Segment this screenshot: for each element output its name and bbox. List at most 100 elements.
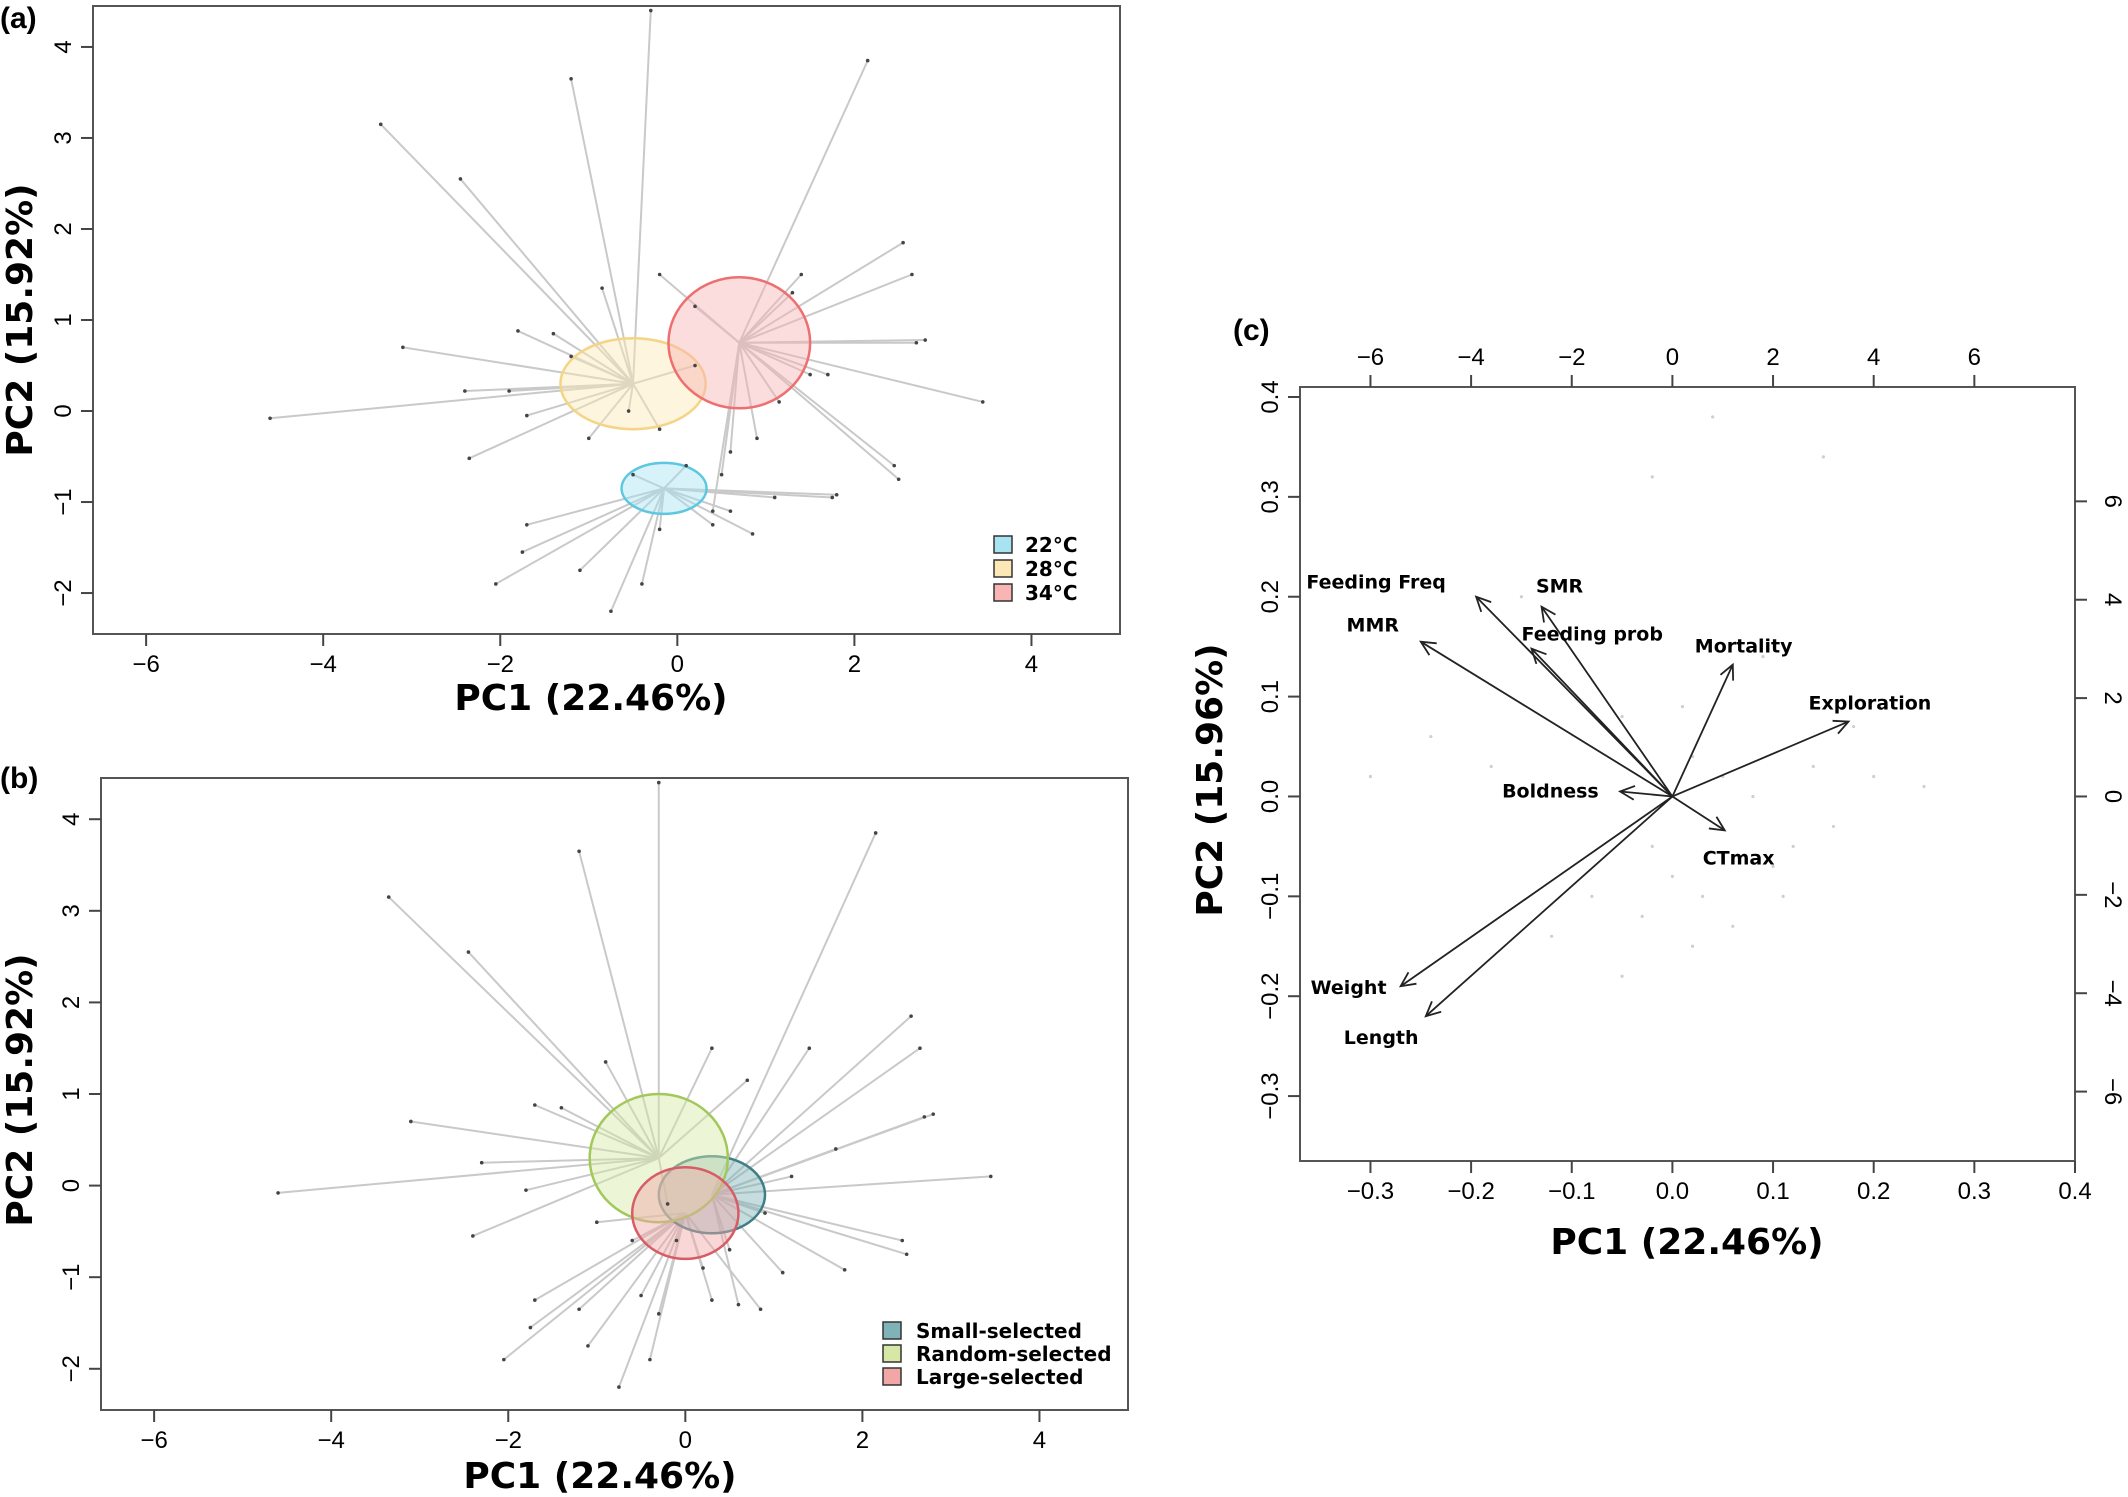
loading-arrow	[1619, 790, 1673, 798]
x-tick-label: 0	[679, 1427, 692, 1454]
legend-label-28: 28°C	[1025, 557, 1078, 581]
data-point	[834, 492, 839, 497]
right-tick-label: −4	[2099, 980, 2126, 1007]
background-point	[1670, 874, 1675, 878]
data-point	[763, 1211, 767, 1215]
data-point	[600, 286, 604, 290]
background-point	[1519, 595, 1524, 599]
x-tick-label: 0	[671, 651, 684, 678]
data-point	[507, 389, 511, 393]
data-point	[656, 1312, 661, 1316]
x-tick-label: −0.2	[1447, 1178, 1494, 1205]
data-point	[640, 582, 644, 586]
data-point	[594, 1220, 599, 1225]
data-point	[892, 463, 897, 468]
data-point	[533, 1298, 537, 1302]
arrow-head	[1719, 662, 1735, 681]
spoke-line	[663, 464, 687, 490]
spoke-line	[552, 332, 634, 385]
loading-arrow	[1540, 606, 1674, 797]
spoke-line	[601, 287, 635, 385]
data-point	[639, 1293, 643, 1298]
data-point	[684, 463, 688, 468]
data-point	[755, 436, 759, 441]
data-point	[710, 509, 715, 513]
spoke-line	[459, 178, 634, 385]
legend-swatch-random	[882, 1344, 902, 1363]
data-point	[799, 272, 804, 277]
data-point	[516, 329, 520, 333]
spoke-line	[729, 342, 741, 453]
spoke-line	[410, 1120, 659, 1160]
spoke-line	[526, 382, 634, 417]
spoke-line	[738, 341, 811, 376]
data-point	[865, 58, 870, 63]
data-point	[559, 1105, 564, 1110]
spoke-line	[560, 1106, 660, 1160]
x-tick-label: −2	[495, 1427, 522, 1454]
data-point	[494, 582, 498, 586]
data-point	[502, 1357, 506, 1362]
loading-arrow	[1400, 795, 1673, 987]
group-ellipse	[588, 1092, 730, 1224]
legend-a: 22°C 28°C 34°C	[993, 533, 1078, 605]
spoke-line	[570, 355, 634, 385]
data-point	[458, 177, 463, 181]
data-point	[904, 1252, 909, 1257]
data-point	[727, 1247, 732, 1252]
data-point	[533, 1103, 537, 1107]
data-point	[745, 1078, 750, 1083]
arrow-head	[1474, 595, 1492, 613]
x-tick-label: 0.2	[1857, 1178, 1890, 1205]
background-point	[1922, 784, 1926, 789]
spoke-line	[711, 1193, 903, 1242]
y-tick-label: 2	[50, 222, 77, 235]
data-point	[728, 509, 733, 513]
variable-label: Mortality	[1695, 636, 1793, 658]
y-tick-label: 0.1	[1257, 680, 1284, 713]
data-point	[710, 1298, 714, 1302]
data-point	[551, 331, 556, 336]
top-tick-label: −2	[1558, 344, 1585, 371]
plot-frame-c	[1299, 386, 2076, 1162]
background-point	[1368, 774, 1373, 779]
spoke-line	[534, 1212, 686, 1301]
spoke-line	[587, 1212, 687, 1347]
data-point	[750, 532, 755, 536]
spoke-line	[380, 123, 634, 385]
spoke-line	[388, 896, 660, 1159]
arrow-head	[1424, 1001, 1442, 1018]
variable-label: Length	[1344, 1027, 1419, 1049]
data-point	[378, 122, 383, 127]
spoke-line	[663, 487, 754, 535]
data-point	[808, 372, 812, 377]
data-point	[463, 389, 467, 393]
spoke-line	[738, 291, 794, 344]
y-tick-label: −0.2	[1257, 973, 1284, 1020]
data-point	[626, 409, 631, 413]
right-tick-label: 0	[2099, 790, 2126, 803]
legend-label-34: 34°C	[1025, 581, 1078, 605]
y-tick-label: 1	[50, 313, 77, 326]
spoke-line	[640, 488, 666, 585]
x-axis-label-b: PC1 (22.46%)	[463, 1456, 736, 1497]
spoke-line	[509, 382, 634, 392]
background-point	[1690, 944, 1695, 948]
data-point	[826, 372, 830, 377]
background-point	[1640, 914, 1644, 918]
x-tick-label: −6	[140, 1427, 167, 1454]
spoke-line	[604, 1061, 660, 1159]
background-point	[1731, 924, 1735, 928]
spoke-line	[472, 1157, 660, 1237]
data-point	[988, 1174, 993, 1179]
variable-label: CTmax	[1703, 847, 1775, 869]
data-point	[772, 495, 777, 500]
arrow-head	[1419, 640, 1437, 656]
right-tick-label: −2	[2099, 881, 2126, 908]
spoke-line	[481, 1157, 659, 1164]
legend-label-large: Large-selected	[916, 1365, 1083, 1389]
loading-arrow	[1671, 795, 1726, 832]
data-point	[656, 780, 661, 785]
data-point	[586, 436, 591, 441]
background-point	[1851, 724, 1856, 729]
